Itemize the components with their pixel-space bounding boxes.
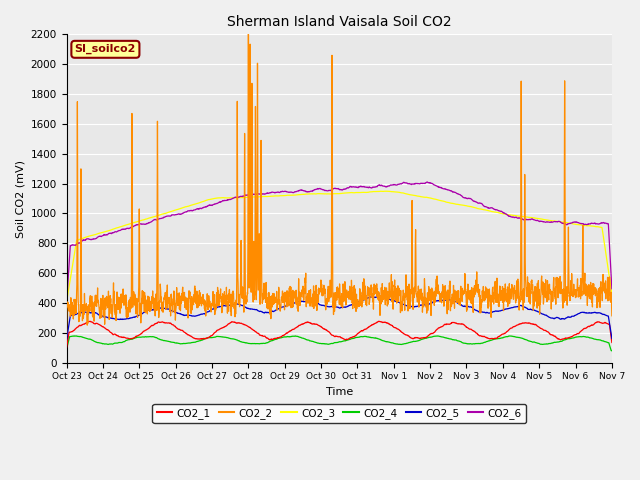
CO2_4 bbox=[215, 334, 223, 339]
CO2_4 bbox=[607, 348, 615, 354]
CO2_5 bbox=[498, 308, 506, 313]
CO2_2 bbox=[498, 295, 506, 301]
CO2_6 bbox=[367, 185, 374, 191]
Legend: CO2_1, CO2_2, CO2_3, CO2_4, CO2_5, CO2_6: CO2_1, CO2_2, CO2_3, CO2_4, CO2_5, CO2_6 bbox=[152, 404, 526, 423]
CO2_5 bbox=[560, 316, 568, 322]
CO2_3 bbox=[355, 190, 363, 195]
CO2_1 bbox=[355, 330, 363, 336]
CO2_2 bbox=[63, 333, 70, 338]
CO2_1 bbox=[215, 327, 223, 333]
CO2_6 bbox=[355, 184, 363, 190]
CO2_6 bbox=[498, 209, 506, 215]
Line: CO2_5: CO2_5 bbox=[67, 297, 612, 340]
Line: CO2_6: CO2_6 bbox=[67, 182, 612, 304]
CO2_1 bbox=[367, 323, 374, 328]
CO2_6 bbox=[424, 179, 431, 185]
CO2_2 bbox=[575, 285, 583, 290]
CO2_2 bbox=[355, 300, 363, 305]
CO2_4 bbox=[575, 334, 583, 340]
CO2_4 bbox=[560, 337, 568, 343]
Line: CO2_4: CO2_4 bbox=[67, 336, 612, 351]
CO2_5 bbox=[215, 304, 223, 310]
CO2_3 bbox=[367, 189, 374, 195]
X-axis label: Time: Time bbox=[326, 387, 353, 397]
CO2_6 bbox=[63, 301, 70, 307]
CO2_1 bbox=[560, 336, 568, 342]
CO2_4 bbox=[498, 335, 506, 341]
CO2_5 bbox=[63, 337, 70, 343]
CO2_4 bbox=[355, 335, 363, 340]
CO2_5 bbox=[367, 294, 374, 300]
CO2_5 bbox=[575, 311, 583, 316]
CO2_5 bbox=[608, 336, 616, 341]
CO2_6 bbox=[575, 220, 583, 226]
CO2_5 bbox=[355, 299, 363, 305]
CO2_2 bbox=[215, 296, 223, 302]
CO2_1 bbox=[608, 339, 616, 345]
CO2_3 bbox=[498, 211, 506, 216]
CO2_1 bbox=[575, 330, 583, 336]
Line: CO2_3: CO2_3 bbox=[67, 191, 612, 302]
CO2_3 bbox=[382, 188, 390, 194]
CO2_3 bbox=[575, 222, 583, 228]
CO2_6 bbox=[608, 286, 616, 292]
CO2_2 bbox=[560, 300, 568, 305]
CO2_2 bbox=[367, 292, 375, 298]
CO2_4 bbox=[63, 347, 70, 352]
CO2_1 bbox=[498, 332, 506, 337]
CO2_1 bbox=[63, 345, 70, 350]
CO2_6 bbox=[560, 221, 568, 227]
CO2_6 bbox=[215, 200, 223, 205]
CO2_1 bbox=[375, 318, 383, 324]
CO2_2 bbox=[608, 313, 616, 319]
Line: CO2_1: CO2_1 bbox=[67, 321, 612, 348]
Line: CO2_2: CO2_2 bbox=[67, 0, 612, 336]
CO2_3 bbox=[560, 219, 568, 225]
Title: Sherman Island Vaisala Soil CO2: Sherman Island Vaisala Soil CO2 bbox=[227, 15, 451, 29]
CO2_4 bbox=[367, 335, 374, 340]
CO2_3 bbox=[608, 291, 616, 297]
CO2_4 bbox=[608, 348, 616, 354]
Y-axis label: Soil CO2 (mV): Soil CO2 (mV) bbox=[15, 159, 25, 238]
CO2_4 bbox=[434, 333, 442, 339]
CO2_3 bbox=[215, 195, 223, 201]
CO2_5 bbox=[378, 294, 386, 300]
Text: SI_soilco2: SI_soilco2 bbox=[75, 44, 136, 54]
CO2_3 bbox=[63, 300, 70, 305]
